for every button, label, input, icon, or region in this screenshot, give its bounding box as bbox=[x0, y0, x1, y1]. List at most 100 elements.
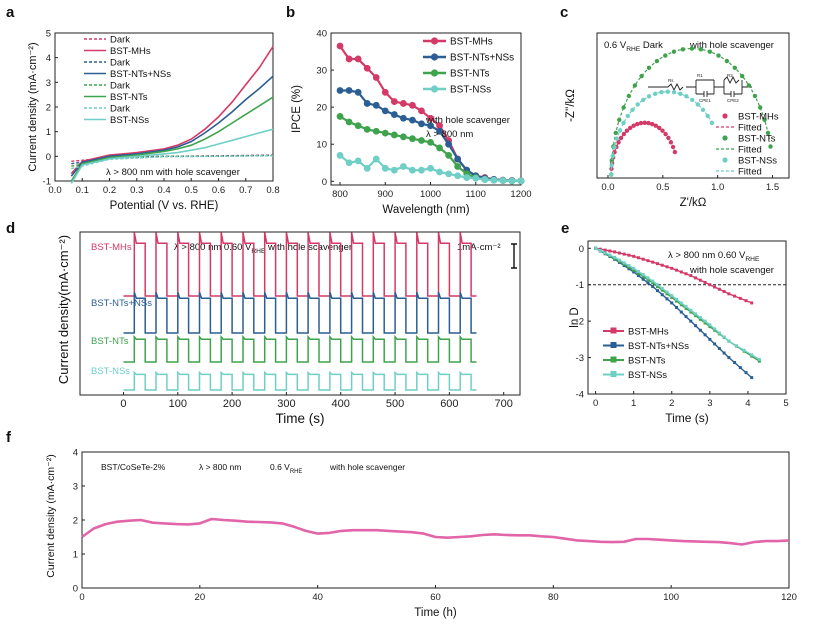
data-point bbox=[709, 120, 715, 126]
data-point bbox=[684, 305, 688, 309]
data-point bbox=[653, 123, 658, 128]
x-axis-label-b: Wavelength (nm) bbox=[382, 204, 469, 216]
axes-frame-e bbox=[587, 240, 787, 395]
x-tick-label-f: 40 bbox=[312, 592, 323, 603]
data-point bbox=[409, 135, 416, 143]
data-point bbox=[684, 306, 688, 310]
series-label: BST-NTs+NSs bbox=[91, 298, 152, 309]
data-point bbox=[336, 151, 344, 159]
x-axis-label-a: Potential (V vs. RHE) bbox=[110, 200, 219, 212]
data-point bbox=[742, 348, 746, 352]
data-point bbox=[762, 117, 767, 123]
x-tick-label-b: 1100 bbox=[466, 189, 486, 200]
data-point bbox=[621, 105, 626, 110]
data-point bbox=[665, 292, 669, 296]
x-tick-label-b: 1200 bbox=[510, 189, 531, 200]
data-point bbox=[694, 312, 698, 316]
data-point bbox=[608, 249, 612, 253]
data-point bbox=[372, 74, 380, 81]
x-tick-label-f: 120 bbox=[781, 592, 797, 603]
data-point bbox=[757, 359, 761, 363]
annotation-text: λ > 800 nm bbox=[426, 129, 473, 140]
data-point bbox=[436, 127, 443, 135]
data-point bbox=[618, 135, 624, 141]
data-point bbox=[427, 114, 434, 122]
data-point bbox=[399, 133, 407, 141]
data-point bbox=[651, 285, 655, 289]
data-point bbox=[684, 315, 688, 319]
data-point bbox=[632, 268, 636, 272]
x-tick-label-a: 0.1 bbox=[76, 185, 89, 196]
data-point bbox=[708, 323, 712, 327]
data-point bbox=[636, 271, 640, 275]
y-tick-label-e: -2 bbox=[576, 317, 584, 328]
y-tick-label-f: 0 bbox=[73, 584, 78, 595]
data-point bbox=[655, 262, 659, 266]
circuit-label: CPE2 bbox=[727, 98, 739, 103]
data-point bbox=[363, 164, 371, 172]
x-tick-label-d: 600 bbox=[440, 398, 458, 410]
y-tick-label-f: 2 bbox=[73, 516, 78, 527]
annotation-text: 0.6 VRHE Dark bbox=[604, 40, 663, 53]
y-axis-label-c: -Z''/kΩ bbox=[565, 89, 577, 122]
data-point bbox=[454, 155, 462, 163]
data-point bbox=[641, 257, 645, 261]
data-point bbox=[660, 288, 664, 292]
y-tick-label-a: 2 bbox=[46, 103, 51, 114]
x-tick-label-d: 100 bbox=[169, 398, 187, 410]
y-tick-label-a: 3 bbox=[46, 78, 51, 89]
panel-e: 0 1 2 3 4 5 0 -1 -2 -3 -4 e Time (s) ln D λ > 800 nm 0… bbox=[561, 220, 789, 425]
data-point bbox=[703, 321, 707, 325]
data-point bbox=[409, 166, 416, 174]
data-point bbox=[345, 87, 353, 94]
x-tick-label-f: 20 bbox=[195, 592, 206, 603]
data-point bbox=[345, 55, 353, 63]
data-point bbox=[399, 114, 407, 122]
data-point bbox=[668, 140, 674, 145]
x-tick-label-a: 0.0 bbox=[48, 185, 61, 196]
legend-label: BST-NTs+NSs bbox=[450, 53, 514, 64]
data-point bbox=[705, 113, 710, 119]
data-point bbox=[617, 251, 621, 255]
data-point bbox=[732, 65, 738, 71]
x-tick-label-f: 80 bbox=[548, 592, 559, 603]
data-point bbox=[733, 294, 737, 298]
y-axis-label-e: ln D bbox=[569, 307, 581, 327]
data-point bbox=[622, 252, 626, 256]
data-point bbox=[703, 319, 707, 323]
data-point bbox=[641, 275, 645, 279]
data-point bbox=[624, 128, 630, 133]
data-point bbox=[642, 120, 647, 125]
data-point bbox=[354, 55, 362, 63]
data-point bbox=[689, 308, 693, 312]
data-point bbox=[454, 163, 462, 170]
axes-frame-d bbox=[79, 231, 521, 396]
x-axis-label-d: Time (s) bbox=[276, 411, 325, 426]
data-point bbox=[627, 265, 631, 269]
data-point bbox=[628, 125, 633, 131]
data-point bbox=[694, 276, 698, 280]
data-point bbox=[427, 164, 434, 172]
x-tick-label-a: 0.4 bbox=[157, 185, 170, 196]
data-point bbox=[490, 176, 498, 184]
data-point bbox=[646, 259, 650, 263]
series-line-bst-nts bbox=[70, 96, 274, 182]
data-point bbox=[660, 293, 664, 297]
data-point bbox=[717, 287, 721, 291]
data-point bbox=[603, 251, 607, 255]
annotation-text: λ > 800 nm bbox=[199, 462, 241, 472]
data-point bbox=[632, 270, 636, 274]
legend-label: BST-NTs bbox=[110, 92, 148, 103]
data-point bbox=[646, 65, 652, 71]
data-point bbox=[684, 272, 688, 276]
data-point bbox=[617, 258, 621, 262]
panel-label-b: b bbox=[286, 4, 295, 21]
data-point bbox=[638, 120, 644, 126]
data-point bbox=[689, 319, 693, 323]
data-point bbox=[708, 283, 712, 287]
x-axis-label-e: Time (s) bbox=[665, 411, 709, 425]
data-point bbox=[727, 292, 731, 296]
data-point bbox=[336, 87, 344, 94]
legend-marker bbox=[610, 356, 617, 363]
